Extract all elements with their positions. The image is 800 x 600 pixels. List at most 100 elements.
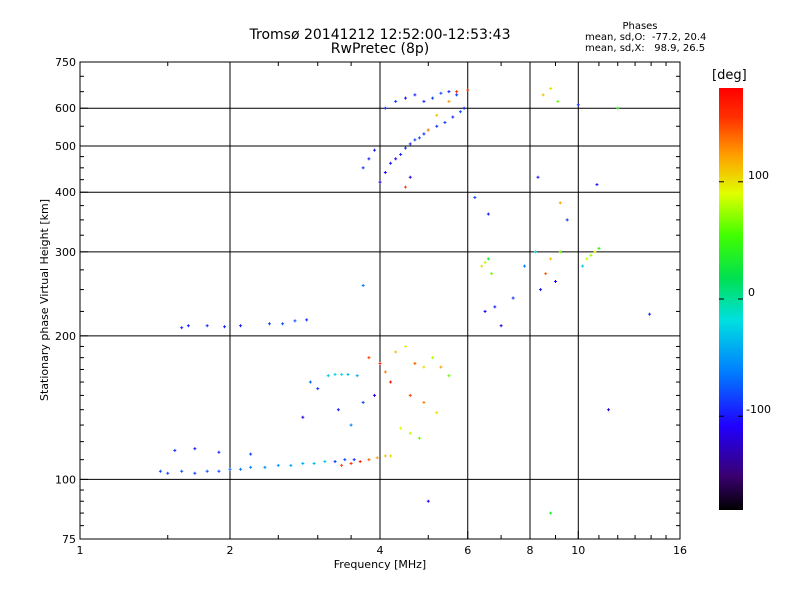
x-tick-label: 2 — [227, 544, 234, 557]
data-point — [336, 408, 340, 412]
data-point — [553, 279, 557, 283]
data-point — [293, 319, 297, 323]
data-point — [431, 96, 435, 100]
data-point — [539, 288, 543, 292]
data-point — [490, 272, 494, 276]
data-point — [458, 110, 462, 114]
data-point — [301, 415, 305, 419]
data-point — [367, 458, 371, 462]
data-point — [281, 322, 285, 326]
data-point — [383, 370, 387, 374]
data-point — [447, 374, 451, 378]
chart-title: Tromsø 20141212 12:52:00-12:53:43 — [249, 27, 511, 43]
data-point — [648, 312, 652, 316]
data-point — [333, 460, 337, 464]
data-point — [383, 170, 387, 174]
y-tick-label: 100 — [55, 473, 76, 486]
data-point — [223, 325, 227, 329]
data-point — [581, 264, 585, 268]
data-point — [597, 246, 601, 250]
data-point — [180, 469, 184, 473]
data-point — [556, 99, 560, 103]
data-point — [408, 175, 412, 179]
x-tick-label: 10 — [571, 544, 585, 557]
data-point — [455, 93, 459, 97]
data-point — [462, 106, 466, 110]
data-point — [361, 166, 365, 170]
stats-x-mode: mean, sd,X: 98.9, 26.5 — [585, 43, 706, 54]
grid — [80, 62, 680, 539]
data-point — [558, 250, 562, 254]
data-point — [193, 471, 197, 475]
data-point — [523, 264, 527, 268]
data-point — [447, 90, 451, 94]
data-point — [483, 309, 487, 313]
data-point — [361, 400, 365, 404]
data-point — [373, 148, 377, 152]
data-point — [263, 465, 267, 469]
data-point — [486, 212, 490, 216]
data-point — [408, 393, 412, 397]
data-point — [403, 146, 407, 150]
data-point — [413, 361, 417, 365]
data-point — [439, 91, 443, 95]
data-point — [576, 103, 580, 107]
y-tick-label: 400 — [55, 186, 76, 199]
y-axis-label: Stationary phase Virtual Height [km] — [38, 199, 51, 401]
data-point — [589, 253, 593, 257]
data-point — [217, 450, 221, 454]
data-point — [343, 458, 347, 462]
data-point — [326, 374, 330, 378]
data-point — [431, 356, 435, 360]
data-point — [544, 272, 548, 276]
y-tick-label: 500 — [55, 140, 76, 153]
data-points — [158, 86, 652, 515]
x-tick-label: 8 — [527, 544, 534, 557]
data-point — [403, 96, 407, 100]
data-point — [352, 458, 356, 462]
data-point — [249, 452, 253, 456]
data-point — [422, 99, 426, 103]
y-tick-labels: 75 100 200 300 400 500 600 750 — [55, 56, 76, 546]
y-tick-label: 750 — [55, 56, 76, 69]
data-point — [422, 400, 426, 404]
data-point — [239, 324, 243, 328]
y-tick-label: 200 — [55, 330, 76, 343]
data-point — [378, 180, 382, 184]
data-point — [565, 218, 569, 222]
stats-title: Phases — [622, 21, 658, 32]
data-point — [403, 344, 407, 348]
colorbar-label: [deg] — [712, 68, 747, 83]
data-point — [558, 201, 562, 205]
data-point — [239, 467, 243, 471]
data-point — [480, 264, 484, 268]
data-point — [616, 106, 620, 110]
data-point — [493, 305, 497, 309]
data-point — [378, 361, 382, 365]
data-point — [511, 296, 515, 300]
data-point — [361, 283, 365, 287]
data-point — [426, 499, 430, 503]
data-point — [367, 157, 371, 161]
data-point — [417, 436, 421, 440]
data-point — [435, 411, 439, 415]
data-point — [383, 454, 387, 458]
data-point — [394, 99, 398, 103]
data-point — [228, 467, 232, 471]
y-tick-label: 75 — [62, 533, 76, 546]
colorbar-tick-label: -100 — [746, 403, 771, 416]
x-tick-label: 1 — [77, 544, 84, 557]
data-point — [316, 387, 320, 391]
data-point — [549, 86, 553, 90]
data-point — [340, 372, 344, 376]
data-point — [217, 469, 221, 473]
data-point — [389, 454, 393, 458]
data-point — [383, 106, 387, 110]
y-tick-label: 300 — [55, 246, 76, 259]
data-point — [486, 257, 490, 261]
data-point — [408, 431, 412, 435]
data-point — [375, 456, 379, 460]
data-point — [499, 324, 503, 328]
data-point — [349, 423, 353, 427]
data-point — [205, 469, 209, 473]
